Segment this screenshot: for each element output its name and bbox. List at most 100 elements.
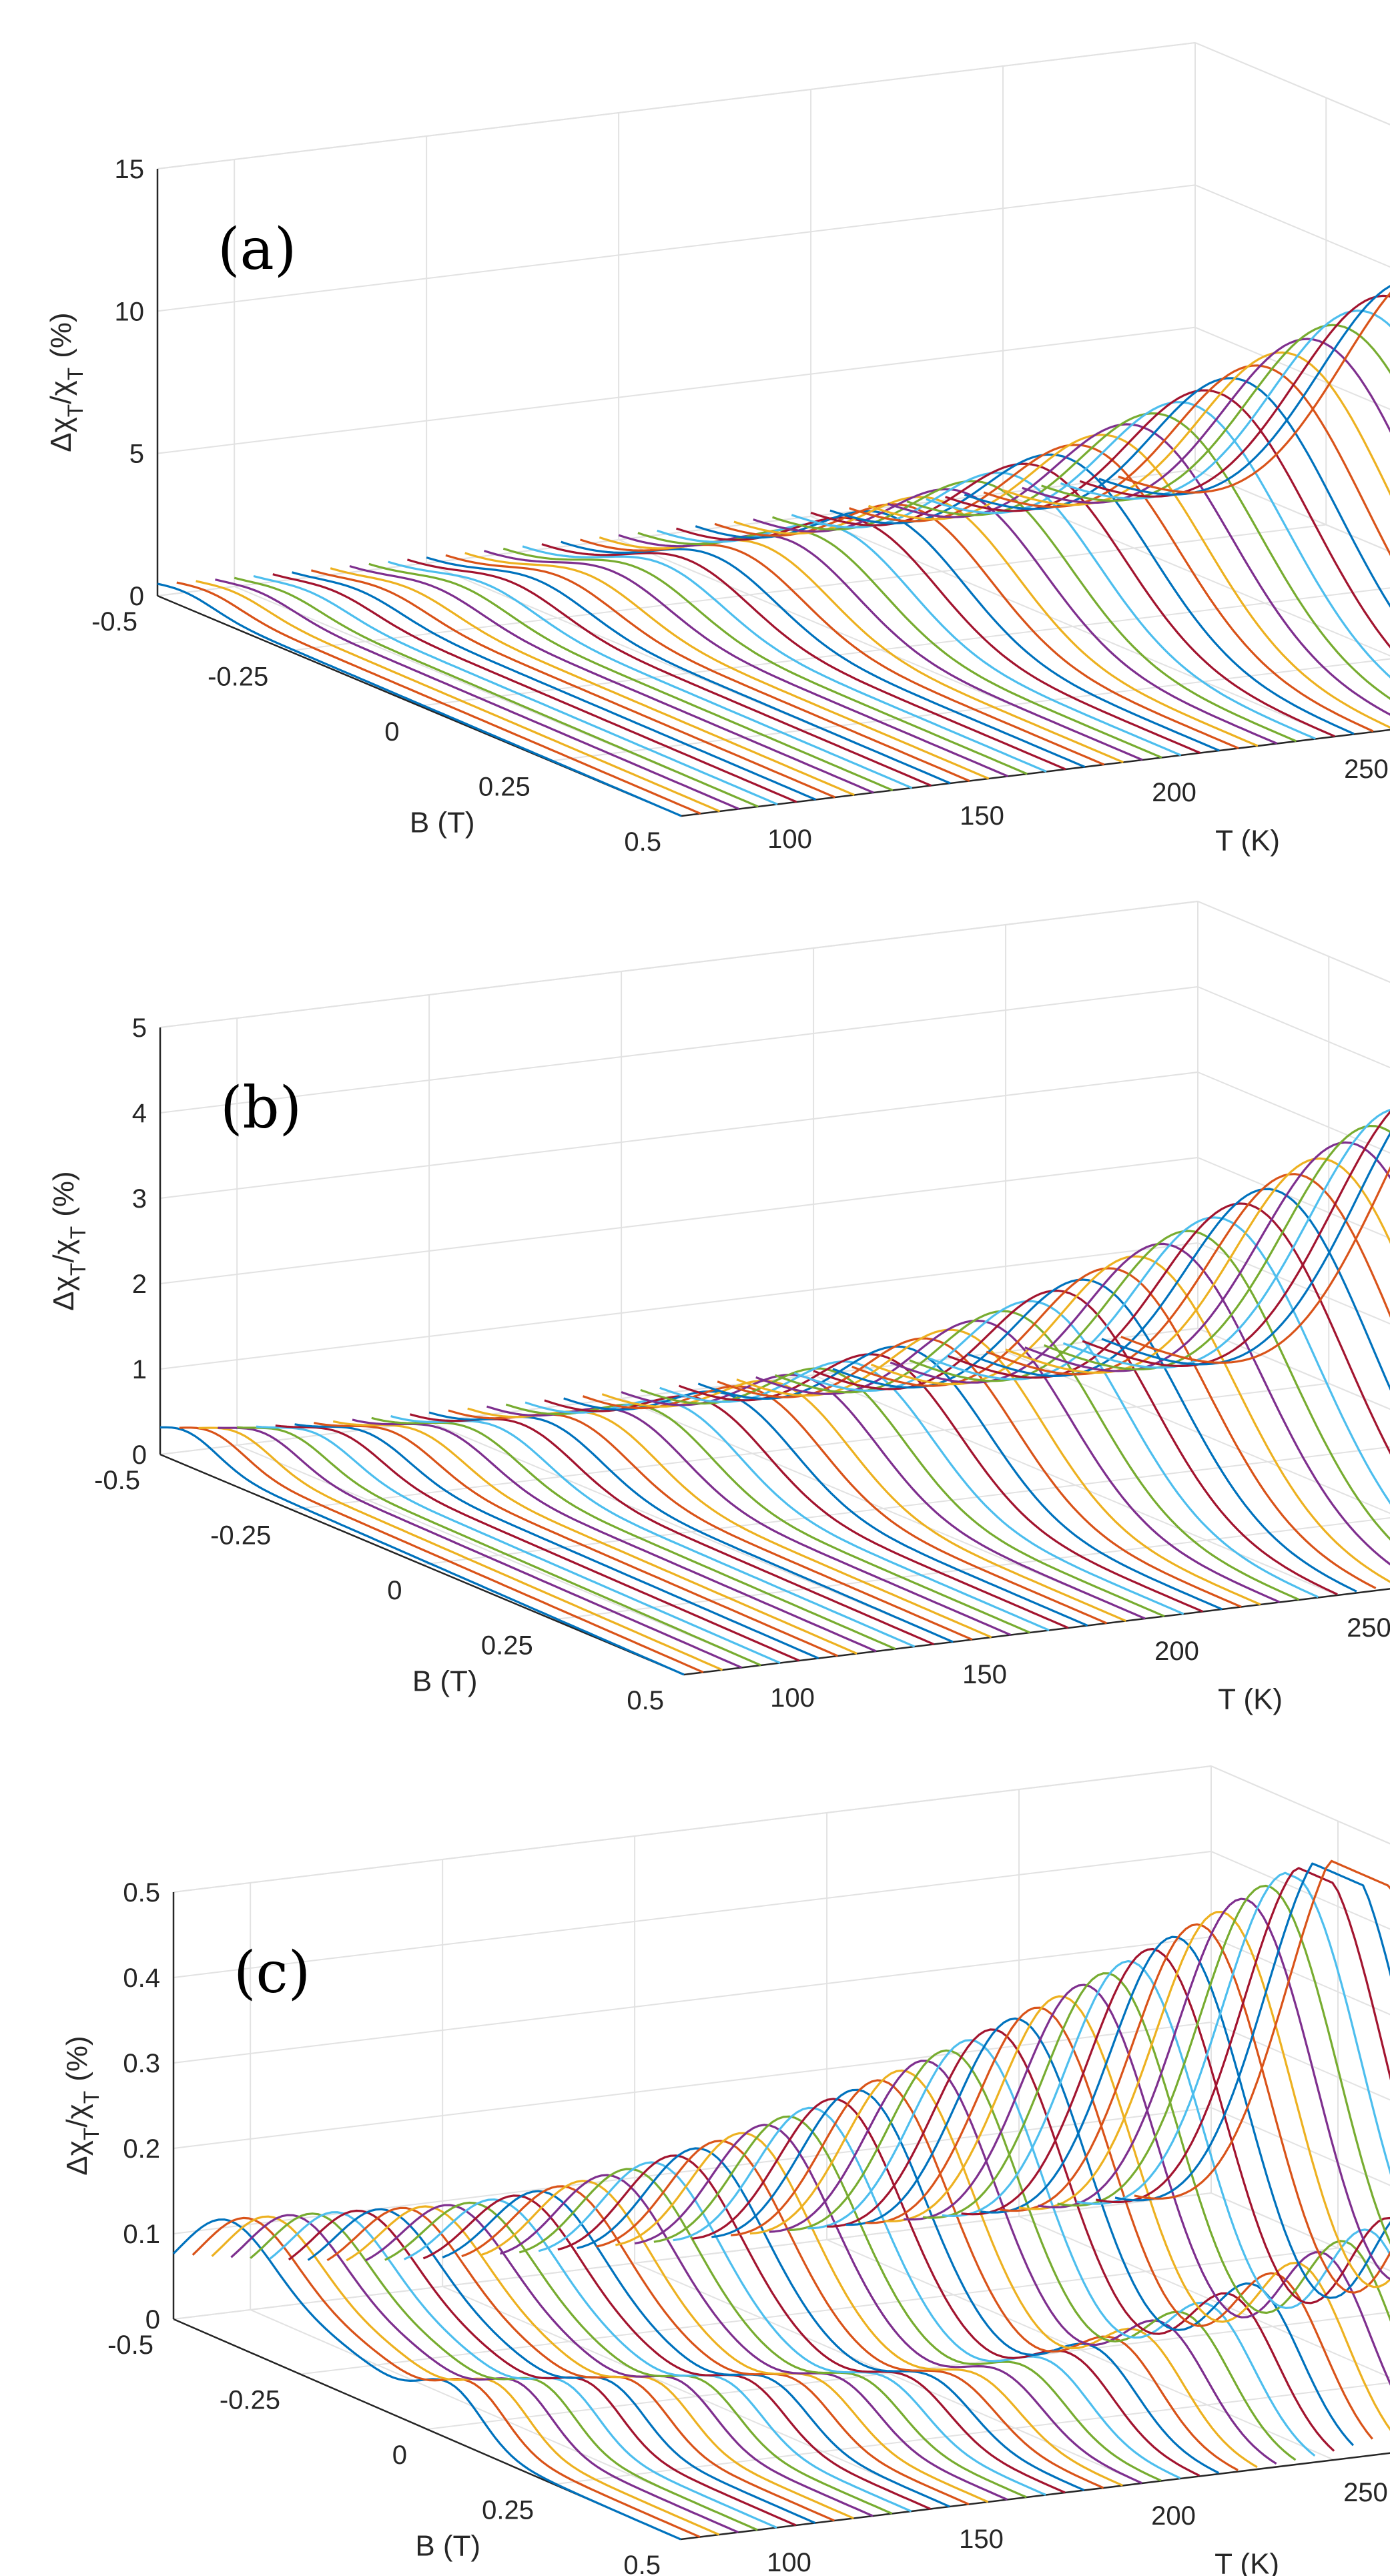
panel-b: 012345-0.5-0.2500.250.510015020025030035…	[0, 859, 1390, 1717]
tick-labels-a: 051015-0.5-0.2500.250.510015020025030035…	[91, 155, 1389, 857]
series-c-T225	[730, 2079, 1239, 2471]
z-tick-label: 0.1	[123, 2220, 160, 2249]
t-tick-label: 100	[767, 2548, 811, 2576]
series-c-T290	[980, 1936, 1390, 2299]
t-tick-label: 150	[960, 801, 1004, 831]
ylabel-sub: T	[79, 2091, 103, 2104]
series-c-T130	[365, 2204, 874, 2517]
t-tick-label: 200	[1151, 2501, 1196, 2531]
series-b-T330	[1120, 1166, 1390, 1364]
series-b-T80	[159, 1426, 685, 1676]
series-a-T315	[1060, 310, 1390, 500]
series-c-T235	[769, 2060, 1277, 2465]
b-axis-label: B (T)	[415, 2530, 480, 2563]
series-b-T95	[218, 1426, 743, 1669]
b-tick-label: 0.25	[481, 1631, 533, 1661]
series-a-T90	[196, 580, 721, 813]
series-c-T320	[1095, 1867, 1390, 2204]
series-b-T315	[1062, 1109, 1390, 1369]
chart-a-svg: 051015-0.5-0.2500.250.510015020025030035…	[45, 42, 1390, 857]
series-a-T225	[714, 503, 1239, 749]
b-tick-label: -0.25	[208, 663, 268, 692]
series-group-b	[159, 1109, 1390, 1676]
z-tick-label: 5	[132, 1013, 147, 1043]
series-c-T285	[961, 1948, 1390, 2304]
series-a-T140	[388, 560, 913, 789]
series-a-T180	[541, 543, 1066, 771]
series-a-T320	[1079, 294, 1390, 498]
ylabel-sub: T	[66, 1263, 90, 1276]
series-b-T145	[409, 1413, 935, 1645]
z-tick-label: 10	[115, 297, 145, 326]
series-c-T265	[884, 1995, 1390, 2431]
z-tick-label: 0.5	[123, 1878, 160, 1907]
z-tick-label: 3	[132, 1184, 147, 1214]
ylabel-slash: /	[45, 396, 77, 404]
series-c-T185	[577, 2147, 1085, 2491]
series-b-T115	[294, 1423, 819, 1659]
ylabel-sub: T	[66, 1226, 90, 1240]
b-tick-label: 0.5	[623, 2551, 661, 2576]
series-a-T330	[1118, 292, 1390, 494]
ylabel-delta: Δ	[45, 432, 77, 452]
z-axis-label: ΔχT/χT(%)	[45, 312, 87, 452]
ylabel-slash: /	[47, 1254, 80, 1263]
panel-label: (c)	[234, 1940, 310, 2006]
tick-labels-b: 012345-0.5-0.2500.250.510015020025030035…	[94, 1013, 1390, 1715]
t-tick-label: 250	[1344, 755, 1389, 784]
series-b-T175	[525, 1399, 1050, 1631]
series-b-T325	[1101, 1132, 1390, 1366]
series-c-T260	[865, 2006, 1373, 2440]
t-tick-label: 250	[1347, 1613, 1390, 1643]
series-c-T150	[442, 2190, 950, 2508]
series-b-T250	[813, 1289, 1338, 1596]
series-c-T175	[538, 2161, 1046, 2496]
tick-labels-c: 0 0.1 0.2 0.3 0.4 0.5 -0.5 -0.25 0 0.25 0.5 100 150 2…	[107, 1878, 1388, 2576]
series-a-T175	[522, 545, 1047, 773]
b-tick-label: -0.5	[91, 607, 137, 636]
b-axis-label: B (T)	[410, 807, 475, 839]
series-c-T135	[384, 2201, 893, 2515]
series-c-T105	[268, 2211, 777, 2529]
t-tick-label: 200	[1152, 778, 1196, 807]
series-c-T310	[1057, 1884, 1390, 2245]
ylabel-unit: (%)	[61, 2036, 93, 2081]
z-tick-label: 2	[132, 1270, 147, 1299]
series-b-T290	[966, 1188, 1390, 1391]
t-tick-label: 150	[959, 2525, 1004, 2554]
series-a-T130	[349, 564, 874, 794]
panel-c: 0 0.1 0.2 0.3 0.4 0.5 -0.5 -0.25 0 0.25 0.5 100 150 2…	[0, 1717, 1390, 2576]
series-a-T80	[157, 582, 682, 817]
series-c-T165	[499, 2174, 1008, 2501]
series-a-T145	[406, 558, 932, 787]
series-a-T100	[234, 576, 759, 808]
series-a-T310	[1041, 324, 1390, 502]
z-tick-label: 0	[132, 1440, 147, 1470]
axes-b	[159, 1027, 1390, 1676]
series-b-T270	[890, 1242, 1390, 1566]
ylabel-slash: /	[61, 2119, 93, 2128]
series-c-T330	[1134, 1859, 1390, 2200]
z-tick-label: 0.2	[123, 2134, 160, 2164]
series-c-T305	[1038, 1897, 1390, 2280]
series-c-T120	[326, 2206, 835, 2522]
b-tick-label: 0.5	[627, 1686, 664, 1715]
series-c-T220	[711, 2088, 1220, 2475]
series-b-T295	[986, 1173, 1390, 1376]
z-tick-label: 0.4	[123, 1964, 160, 1993]
series-b-T300	[1005, 1157, 1390, 1374]
series-c-T280	[942, 1960, 1390, 2310]
series-c-T115	[307, 2208, 816, 2524]
t-tick-label: 200	[1154, 1637, 1199, 1666]
ylabel-sub: T	[63, 404, 87, 418]
series-a-T280	[926, 401, 1390, 679]
t-tick-label: 150	[962, 1660, 1007, 1689]
z-tick-label: 4	[132, 1099, 147, 1128]
t-axis-label: T (K)	[1215, 825, 1280, 857]
series-c-T155	[461, 2185, 970, 2505]
ylabel-sub: T	[79, 2128, 103, 2141]
series-b-T205	[640, 1367, 1165, 1617]
z-axis-label: ΔχT/χT(%)	[61, 2036, 103, 2175]
series-b-T185	[563, 1390, 1088, 1627]
series-c-T295	[1000, 1923, 1390, 2294]
